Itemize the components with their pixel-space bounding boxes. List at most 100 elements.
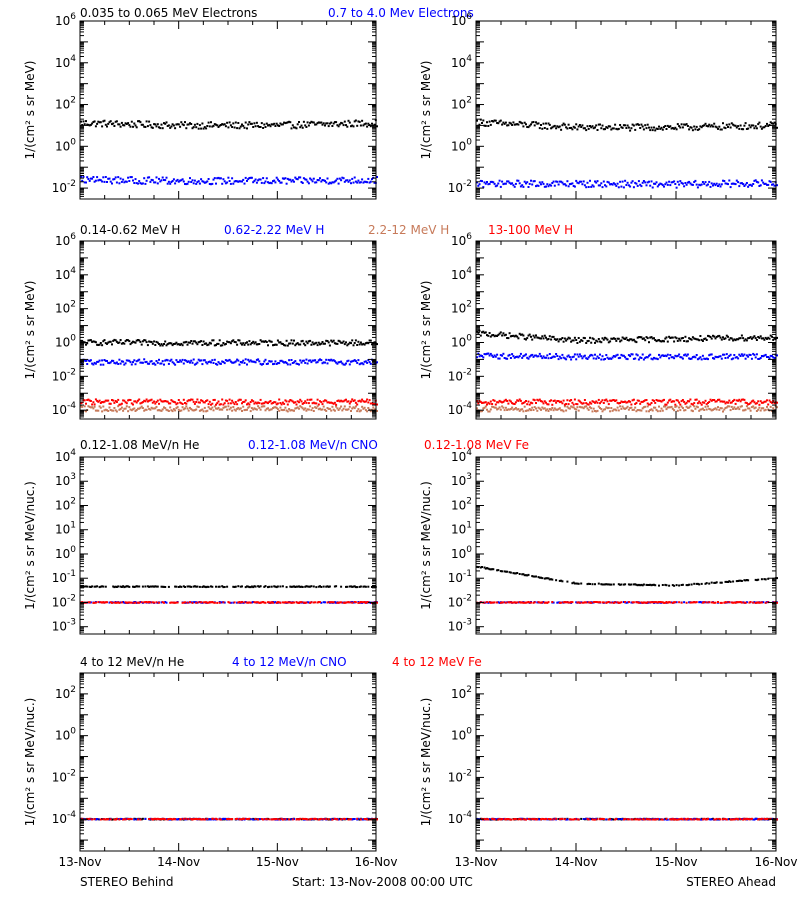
data-point — [764, 336, 767, 339]
data-point — [665, 584, 668, 587]
data-point — [507, 337, 510, 340]
data-point — [207, 361, 210, 363]
data-point — [286, 344, 289, 347]
data-point — [590, 353, 593, 356]
data-point — [86, 399, 89, 401]
data-point — [536, 398, 539, 401]
data-point — [590, 126, 593, 129]
data-point — [229, 182, 232, 185]
data-point — [309, 177, 312, 180]
data-point — [101, 125, 104, 128]
data-point — [115, 586, 118, 588]
data-point — [565, 409, 568, 412]
data-point — [645, 601, 648, 604]
data-point — [229, 342, 232, 345]
data-point — [576, 406, 579, 409]
data-point — [133, 400, 136, 403]
data-point — [625, 127, 628, 129]
data-point — [582, 407, 585, 410]
data-point — [140, 182, 143, 185]
data-point — [174, 182, 177, 185]
data-point — [712, 125, 714, 128]
data-point — [186, 400, 189, 403]
data-point — [691, 336, 694, 339]
data-point — [295, 407, 298, 410]
data-point — [206, 585, 209, 588]
data-point — [254, 401, 257, 404]
data-point — [568, 127, 571, 129]
data-point — [133, 601, 136, 604]
data-point — [315, 123, 318, 126]
data-point — [769, 401, 772, 404]
data-point — [306, 601, 309, 604]
data-point — [358, 601, 361, 604]
data-point — [283, 402, 286, 405]
data-point — [201, 180, 204, 183]
data-point — [299, 585, 302, 588]
data-point — [601, 337, 604, 340]
data-point — [219, 362, 222, 365]
data-point — [351, 339, 354, 342]
data-point — [678, 353, 681, 356]
data-point — [693, 582, 696, 585]
data-point — [281, 123, 284, 126]
data-point — [498, 601, 501, 604]
data-point — [641, 584, 644, 587]
data-point — [151, 342, 154, 345]
data-point — [151, 126, 154, 129]
data-point — [602, 338, 605, 341]
data-point — [673, 180, 676, 183]
data-point — [708, 123, 711, 126]
data-point — [771, 335, 773, 338]
data-point — [493, 399, 496, 402]
data-point — [186, 407, 189, 410]
data-point — [163, 406, 165, 409]
data-point — [545, 122, 547, 125]
data-point — [646, 584, 649, 586]
data-point — [83, 359, 86, 362]
data-point — [591, 400, 594, 403]
data-point — [568, 601, 571, 604]
y-tick-base: 10 — [448, 403, 463, 417]
data-point — [729, 353, 732, 356]
data-point — [664, 583, 667, 586]
data-point — [328, 181, 331, 184]
data-point — [160, 601, 163, 604]
data-point — [745, 601, 748, 604]
data-point — [301, 407, 304, 410]
data-point — [156, 409, 159, 412]
data-point — [122, 178, 125, 181]
data-point — [499, 601, 502, 604]
data-point — [361, 119, 364, 122]
y-tick-exponent: 0 — [466, 333, 472, 343]
data-point — [185, 359, 188, 362]
data-point — [722, 179, 724, 182]
data-point — [693, 337, 696, 340]
data-point — [352, 181, 355, 184]
data-point — [509, 408, 512, 410]
data-points — [476, 118, 778, 189]
data-point — [645, 356, 648, 359]
data-point — [492, 334, 495, 336]
data-point — [176, 601, 179, 604]
data-point — [703, 409, 706, 411]
data-point — [658, 353, 660, 356]
data-point — [542, 407, 545, 410]
data-point — [89, 586, 92, 588]
data-point — [352, 344, 355, 347]
data-point — [518, 601, 521, 604]
data-point — [281, 401, 284, 404]
data-point — [319, 121, 321, 124]
data-point — [491, 403, 494, 405]
data-point — [567, 601, 570, 604]
data-point — [338, 123, 341, 126]
data-point — [540, 337, 542, 340]
data-point — [745, 128, 748, 130]
data-point — [236, 601, 239, 604]
data-point — [111, 601, 113, 604]
data-point — [273, 585, 276, 588]
data-point — [118, 182, 121, 185]
data-point — [293, 339, 295, 342]
data-point — [283, 361, 286, 364]
data-point — [680, 584, 683, 586]
